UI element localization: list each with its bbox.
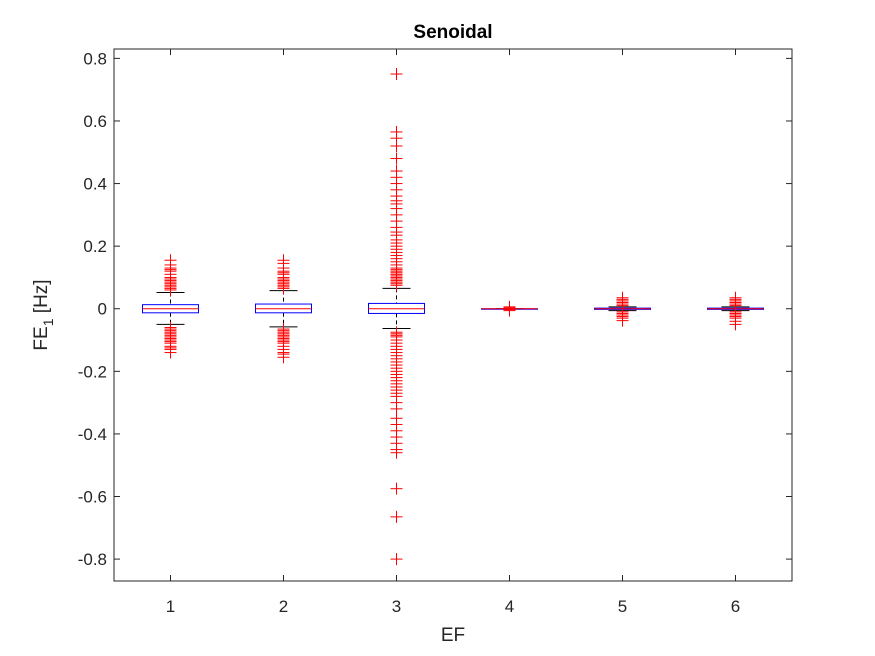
x-tick-label-4: 4	[505, 597, 514, 616]
y-tick-label-3: -0.2	[78, 362, 107, 381]
y-tick-label-4: 0	[98, 300, 107, 319]
outlier-point-4-4	[503, 304, 516, 317]
y-axis-title-unit: [Hz]	[31, 279, 52, 318]
outliers-layer	[164, 68, 742, 566]
outlier-point-5-11	[616, 314, 629, 327]
y-axis-title: FE1 [Hz]	[31, 279, 56, 350]
y-tick-label-8: 0.8	[83, 49, 107, 68]
outlier-point-3-0	[390, 68, 403, 81]
outlier-point-3-72	[390, 510, 403, 523]
x-tick-label-3: 3	[392, 597, 401, 616]
y-tick-label-1: -0.6	[78, 488, 107, 507]
y-tick-label-7: 0.6	[83, 112, 107, 131]
outlier-point-2-13	[277, 282, 290, 295]
y-tick-label-2: -0.4	[78, 425, 107, 444]
x-tick-label-6: 6	[731, 597, 740, 616]
axes-frame	[113, 48, 793, 582]
y-axis-title-main: FE	[31, 326, 52, 350]
ticks-layer	[114, 49, 792, 581]
outlier-point-1-14	[164, 283, 177, 296]
box-group-3	[368, 287, 425, 329]
outlier-point-3-73	[390, 553, 403, 566]
y-tick-label-5: 0.2	[83, 237, 107, 256]
x-tick-label-1: 1	[166, 597, 175, 616]
outlier-point-1-29	[164, 346, 177, 359]
outlier-point-3-3	[390, 140, 403, 153]
outlier-point-3-38	[390, 279, 403, 292]
outlier-point-3-71	[390, 482, 403, 495]
x-tick-label-2: 2	[279, 597, 288, 616]
y-tick-label-6: 0.4	[83, 175, 107, 194]
y-axis-title-subscript: 1	[40, 318, 56, 326]
y-tick-label-0: -0.8	[78, 550, 107, 569]
x-axis-title: EF	[441, 625, 465, 646]
tick-labels-layer: 1 2 3 4 5 6 -0.8 -0.6 -0.4 -0.2 0 0.2 0.4 0.6 0.8	[78, 49, 741, 616]
chart-title: Senoidal	[413, 22, 492, 43]
plot-area	[114, 49, 792, 581]
outlier-point-2-28	[277, 351, 290, 364]
outlier-point-6-12	[729, 318, 742, 331]
x-tick-label-5: 5	[618, 597, 627, 616]
outlier-point-3-70	[390, 446, 403, 459]
outlier-point-3-4	[390, 152, 403, 165]
